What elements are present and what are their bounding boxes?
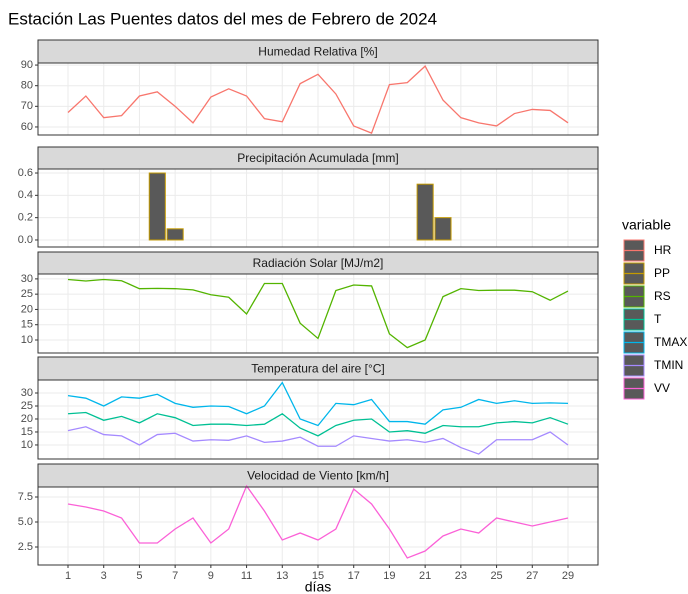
bar xyxy=(166,228,184,241)
line xyxy=(67,426,569,455)
bar xyxy=(416,183,434,241)
x-tick-label: 27 xyxy=(526,570,538,582)
x-tick-label: 13 xyxy=(276,570,288,582)
x-tick-label: 11 xyxy=(241,570,252,582)
y-tick-label: 30 xyxy=(21,273,33,285)
x-tick-label: 5 xyxy=(136,570,142,582)
y-tick-label: 90 xyxy=(21,59,33,71)
line xyxy=(67,65,569,134)
x-tick-label: 15 xyxy=(312,570,324,582)
panel-border xyxy=(37,168,599,248)
x-tick-label: 7 xyxy=(172,570,178,582)
legend-label: HR xyxy=(654,243,672,257)
bar xyxy=(434,217,452,241)
y-tick-label: 15 xyxy=(21,319,33,331)
x-tick-label: 1 xyxy=(65,570,71,582)
strip-title: Precipitación Acumulada [mm] xyxy=(237,151,398,165)
y-tick-label: 20 xyxy=(21,413,33,425)
x-tick-label: 25 xyxy=(490,570,502,582)
legend-label: TMAX xyxy=(654,335,687,349)
legend-label: VV xyxy=(654,381,670,395)
x-tick-label: 19 xyxy=(383,570,395,582)
line xyxy=(67,411,569,437)
chart-title: Estación Las Puentes datos del mes de Fe… xyxy=(8,9,437,28)
line xyxy=(67,278,569,349)
y-tick-label: 30 xyxy=(21,387,33,399)
strip-title: Radiación Solar [MJ/m2] xyxy=(253,256,384,270)
legend-label: PP xyxy=(654,266,670,280)
strip-title: Humedad Relativa [%] xyxy=(258,45,377,59)
panel-border xyxy=(37,486,599,566)
y-tick-label: 0.6 xyxy=(18,167,33,179)
panel-border xyxy=(37,379,599,460)
y-tick-label: 80 xyxy=(21,80,33,92)
line xyxy=(67,484,569,559)
panel-border xyxy=(37,62,599,136)
x-tick-label: 9 xyxy=(208,570,214,582)
y-tick-label: 15 xyxy=(21,426,33,438)
y-tick-label: 10 xyxy=(21,334,33,346)
y-tick-label: 5.0 xyxy=(18,516,33,528)
legend-label: TMIN xyxy=(654,358,683,372)
panel-border xyxy=(37,273,599,354)
y-tick-label: 10 xyxy=(21,439,33,451)
x-tick-label: 23 xyxy=(455,570,467,582)
strip-title: Temperatura del aire [°C] xyxy=(251,362,385,376)
y-tick-label: 0.4 xyxy=(18,189,33,201)
x-tick-label: 29 xyxy=(562,570,574,582)
y-tick-label: 7.5 xyxy=(18,491,33,503)
strip-title: Velocidad de Viento [km/h] xyxy=(247,469,389,483)
y-tick-label: 0.0 xyxy=(18,234,33,246)
y-tick-label: 25 xyxy=(21,400,33,412)
legend-label: RS xyxy=(654,289,671,303)
legend-title: variable xyxy=(622,217,671,233)
y-tick-label: 2.5 xyxy=(18,541,33,553)
y-tick-label: 25 xyxy=(21,288,33,300)
y-tick-label: 0.2 xyxy=(18,212,33,224)
x-tick-label: 3 xyxy=(101,570,107,582)
line xyxy=(67,381,569,427)
y-tick-label: 70 xyxy=(21,100,33,112)
y-tick-label: 60 xyxy=(21,121,33,133)
y-tick-label: 20 xyxy=(21,303,33,315)
x-tick-label: 21 xyxy=(419,570,431,582)
bar xyxy=(148,172,166,241)
x-axis-label: días xyxy=(305,579,331,594)
legend-label: T xyxy=(654,312,662,326)
x-tick-label: 17 xyxy=(348,570,360,582)
